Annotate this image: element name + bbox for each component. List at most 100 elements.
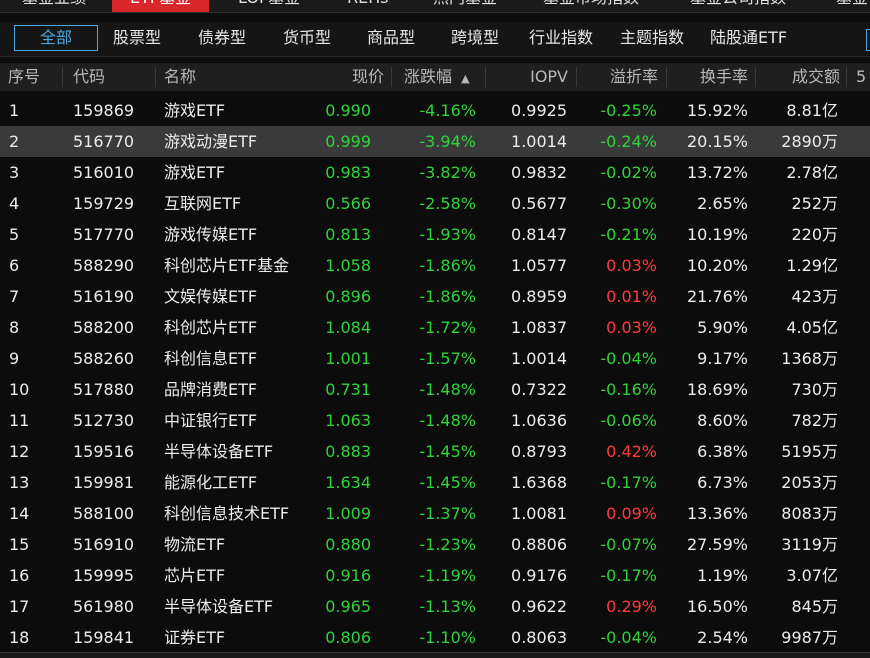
- cell-code: 516910: [73, 535, 135, 554]
- column-divider[interactable]: [62, 67, 63, 87]
- table-row[interactable]: 6 588290 科创芯片ETF基金 1.058 -1.86% 1.0577 0.03% 10…: [0, 250, 870, 281]
- tab-fund-company-index[interactable]: 基金公司指数: [690, 0, 786, 12]
- cell-iopv: 0.8063: [511, 628, 567, 647]
- cell-turnover-rate: 18.69%: [686, 380, 748, 399]
- cell-iopv: 1.0577: [511, 256, 567, 275]
- filter-theme-index[interactable]: 主题指数: [620, 28, 685, 47]
- table-row[interactable]: 9 588260 科创信息ETF 1.001 -1.57% 1.0014 -0.04% 9.1…: [0, 343, 870, 374]
- cell-code: 516010: [73, 163, 135, 182]
- cell-change-percent: -1.86%: [419, 256, 476, 275]
- tab-reits[interactable]: REITs: [347, 0, 388, 12]
- table-row[interactable]: 15 516910 物流ETF 0.880 -1.23% 0.8806 -0.07% 27.5…: [0, 529, 870, 560]
- cell-trading-volume: 220万: [791, 225, 838, 244]
- table-row[interactable]: 3 516010 游戏ETF 0.983 -3.82% 0.9832 -0.02% 13.72…: [0, 157, 870, 188]
- header-name[interactable]: 名称: [164, 67, 197, 86]
- cell-iopv: 1.0636: [511, 411, 567, 430]
- table-row[interactable]: 13 159981 能源化工ETF 1.634 -1.45% 1.6368 -0.17% 6.…: [0, 467, 870, 498]
- cell-turnover-rate: 15.92%: [686, 101, 748, 120]
- tab-fund-performance[interactable]: 基金业绩: [22, 0, 86, 12]
- table-row[interactable]: 16 159995 芯片ETF 0.916 -1.19% 0.9176 -0.17% 1.19…: [0, 560, 870, 591]
- table-header: 序号 代码 名称 现价 涨跌幅 ▲ IOPV 溢折率 换手率 成交额 5: [0, 63, 870, 91]
- tab-hot-funds[interactable]: 热门基金: [433, 0, 497, 12]
- table-row[interactable]: 18 159841 证券ETF 0.806 -1.10% 0.8063 -0.04% 2.54…: [0, 622, 870, 653]
- cell-change-percent: -1.93%: [419, 225, 476, 244]
- cell-price: 1.058: [325, 256, 371, 275]
- cell-seq: 13: [9, 473, 30, 492]
- cell-price: 0.983: [325, 163, 371, 182]
- sort-ascending-icon: ▲: [461, 72, 470, 85]
- column-divider[interactable]: [391, 67, 392, 87]
- tab-etf-fund[interactable]: ETF基金: [112, 0, 210, 12]
- cell-change-percent: -1.13%: [419, 597, 476, 616]
- cell-change-percent: -2.58%: [419, 194, 476, 213]
- cell-premium-rate: -0.17%: [600, 566, 657, 585]
- cell-name: 品牌消费ETF: [164, 380, 258, 399]
- column-divider[interactable]: [666, 67, 667, 87]
- cell-code: 588100: [73, 504, 135, 523]
- table-row[interactable]: 8 588200 科创芯片ETF 1.084 -1.72% 1.0837 0.03% 5.90…: [0, 312, 870, 343]
- column-divider[interactable]: [485, 67, 486, 87]
- filter-all[interactable]: 全部: [14, 25, 98, 51]
- table-row[interactable]: 12 159516 半导体设备ETF 0.883 -1.45% 0.8793 0.42% 6.…: [0, 436, 870, 467]
- header-premium-rate[interactable]: 溢折率: [609, 67, 658, 86]
- cell-trading-volume: 2.78亿: [786, 163, 838, 182]
- cell-name: 游戏动漫ETF: [164, 132, 258, 151]
- filter-equity[interactable]: 股票型: [113, 28, 162, 47]
- tab-fund-more[interactable]: 基金: [836, 0, 868, 12]
- header-extra-column[interactable]: 5: [856, 67, 867, 86]
- filter-more-button[interactable]: [866, 29, 870, 51]
- cell-price: 0.916: [325, 566, 371, 585]
- header-price[interactable]: 现价: [351, 67, 384, 86]
- header-change-percent[interactable]: 涨跌幅 ▲: [404, 63, 470, 91]
- cell-change-percent: -1.37%: [419, 504, 476, 523]
- table-row[interactable]: 1 159869 游戏ETF 0.990 -4.16% 0.9925 -0.25% 15.92…: [0, 95, 870, 126]
- filter-commodity[interactable]: 商品型: [367, 28, 416, 47]
- cell-change-percent: -1.23%: [419, 535, 476, 554]
- filter-money-market[interactable]: 货币型: [283, 28, 332, 47]
- column-divider[interactable]: [155, 67, 156, 87]
- table-row[interactable]: 4 159729 互联网ETF 0.566 -2.58% 0.5677 -0.30% 2.65…: [0, 188, 870, 219]
- cell-code: 588260: [73, 349, 135, 368]
- cell-seq: 17: [9, 597, 30, 616]
- filter-bond[interactable]: 债券型: [198, 28, 247, 47]
- filter-stock-connect-etf[interactable]: 陆股通ETF: [710, 28, 788, 47]
- table-row[interactable]: 11 512730 中证银行ETF 1.063 -1.48% 1.0636 -0.06% 8.…: [0, 405, 870, 436]
- cell-iopv: 1.0081: [511, 504, 567, 523]
- tab-lof-fund[interactable]: LOF基金: [238, 0, 300, 12]
- cell-price: 0.883: [325, 442, 371, 461]
- cell-trading-volume: 730万: [791, 380, 838, 399]
- cell-name: 半导体设备ETF: [164, 442, 274, 461]
- cell-premium-rate: 0.03%: [606, 256, 657, 275]
- cell-trading-volume: 1368万: [781, 349, 838, 368]
- filter-cross-border[interactable]: 跨境型: [451, 28, 500, 47]
- cell-trading-volume: 252万: [791, 194, 838, 213]
- cell-price: 1.084: [325, 318, 371, 337]
- cell-iopv: 0.5677: [511, 194, 567, 213]
- filter-industry-index[interactable]: 行业指数: [529, 28, 594, 47]
- table-row[interactable]: 7 516190 文娱传媒ETF 0.896 -1.86% 0.8959 0.01% 21.7…: [0, 281, 870, 312]
- cell-change-percent: -3.94%: [419, 132, 476, 151]
- header-trading-volume[interactable]: 成交额: [791, 67, 840, 86]
- cell-seq: 14: [9, 504, 30, 523]
- table-row[interactable]: 2 516770 游戏动漫ETF 0.999 -3.94% 1.0014 -0.24% 20.…: [0, 126, 870, 157]
- cell-turnover-rate: 2.54%: [697, 628, 748, 647]
- table-row[interactable]: 17 561980 半导体设备ETF 0.965 -1.13% 0.9622 0.29% 16…: [0, 591, 870, 622]
- cell-name: 互联网ETF: [164, 194, 242, 213]
- header-seq[interactable]: 序号: [8, 67, 41, 86]
- horizontal-scrollbar[interactable]: [0, 652, 870, 658]
- cell-seq: 11: [9, 411, 30, 430]
- table-row[interactable]: 5 517770 游戏传媒ETF 0.813 -1.93% 0.8147 -0.21% 10.…: [0, 219, 870, 250]
- cell-seq: 3: [9, 163, 20, 182]
- cell-change-percent: -1.19%: [419, 566, 476, 585]
- header-turnover-rate[interactable]: 换手率: [699, 67, 748, 86]
- cell-iopv: 1.6368: [511, 473, 567, 492]
- header-iopv[interactable]: IOPV: [530, 67, 568, 86]
- column-divider[interactable]: [755, 67, 756, 87]
- column-divider[interactable]: [576, 67, 577, 87]
- header-code[interactable]: 代码: [73, 67, 106, 86]
- tab-fund-market-index[interactable]: 基金市场指数: [543, 0, 639, 12]
- cell-seq: 2: [9, 132, 20, 151]
- table-row[interactable]: 14 588100 科创信息技术ETF 1.009 -1.37% 1.0081 0.09% 1…: [0, 498, 870, 529]
- table-row[interactable]: 10 517880 品牌消费ETF 0.731 -1.48% 0.7322 -0.16% 18…: [0, 374, 870, 405]
- column-divider[interactable]: [846, 67, 847, 87]
